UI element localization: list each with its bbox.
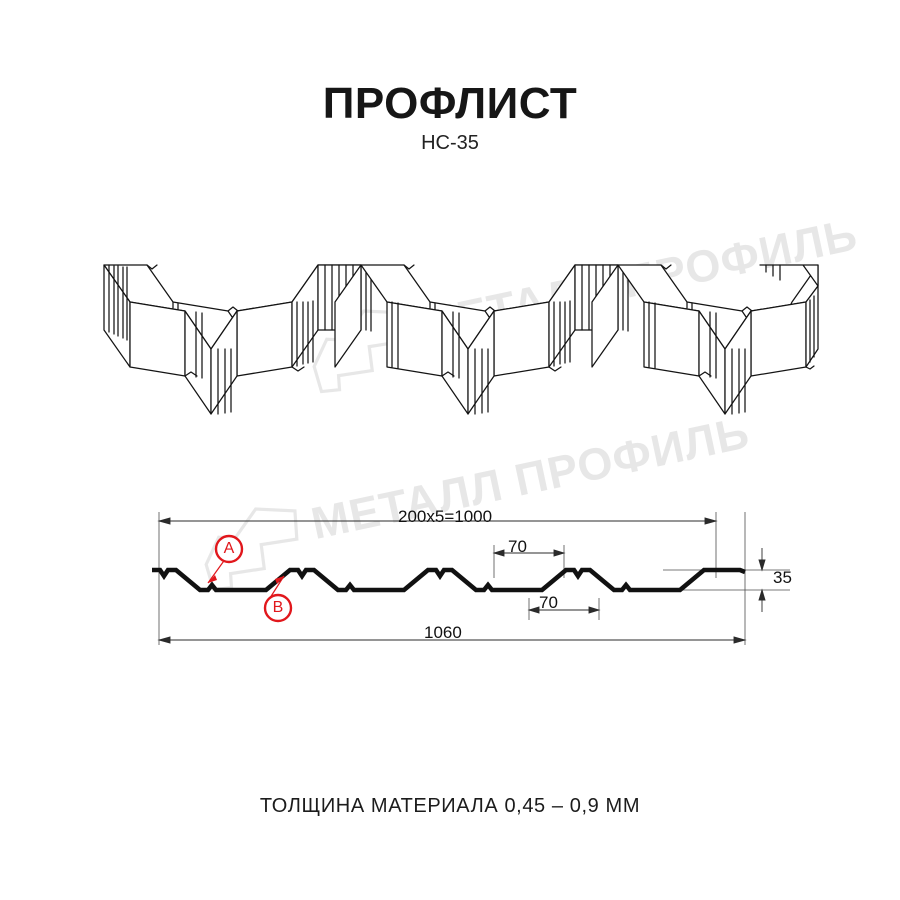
marker-label-a: A <box>223 540 235 557</box>
extension-lines <box>158 512 790 645</box>
dimension-overall-width <box>157 636 747 644</box>
marker-b <box>263 575 293 623</box>
profiled-sheet-3d <box>103 264 819 415</box>
dimension-label-overall-pitch: 200x5=1000 <box>398 507 493 526</box>
dimension-crest-width <box>492 549 566 557</box>
svg-text:МЕТАЛЛ ПРОФИЛЬ: МЕТАЛЛ ПРОФИЛЬ <box>307 406 754 549</box>
marker-label-b: B <box>272 599 284 616</box>
dimension-label-crest-width: 70 <box>508 537 527 556</box>
marker-a <box>207 534 244 584</box>
dimension-profile-height <box>758 548 766 612</box>
dimension-overall-pitch <box>157 517 718 525</box>
section-polyline <box>152 567 746 593</box>
watermark-lower: МЕТАЛЛ ПРОФИЛЬ <box>204 406 754 592</box>
profile-cross-section <box>152 512 790 645</box>
page-title: ПРОФЛИСТ <box>322 79 578 128</box>
dimension-label-valley-width: 70 <box>539 593 558 612</box>
dimension-label-overall-width: 1060 <box>424 623 462 642</box>
dimension-valley-width <box>527 606 601 614</box>
material-thickness-note: ТОЛЩИНА МАТЕРИАЛА 0,45 – 0,9 ММ <box>259 795 641 817</box>
page-subtitle: НС-35 <box>421 132 479 154</box>
dimension-label-profile-height: 35 <box>773 568 792 587</box>
